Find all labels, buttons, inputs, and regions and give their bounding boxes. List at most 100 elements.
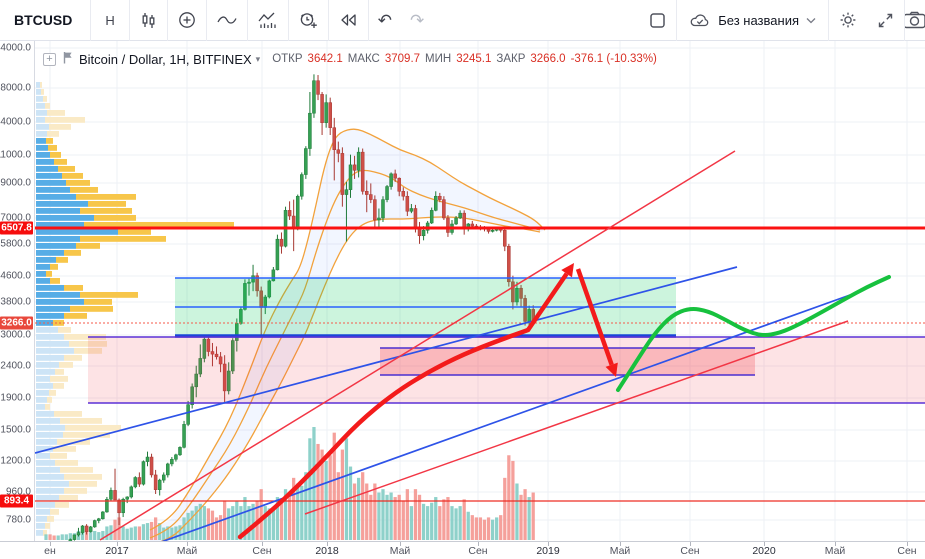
time-axis-label: Май	[176, 545, 198, 557]
open-value: 3642.1	[307, 53, 343, 65]
layout-button[interactable]	[639, 0, 676, 40]
toolbar-separator	[90, 0, 92, 41]
price-axis-label: 5800.0	[0, 238, 31, 250]
toolbar-separator	[246, 0, 248, 41]
fullscreen-button[interactable]	[867, 0, 904, 40]
price-axis-label: 1500.0	[0, 424, 31, 436]
price-axis-label: 1200.0	[0, 455, 31, 467]
price-axis-label: 18000.0	[0, 82, 31, 94]
symbol-button[interactable]: BTCUSD	[14, 12, 73, 28]
create-alert-button[interactable]	[289, 0, 328, 40]
time-axis-label: Сен	[252, 545, 272, 557]
candles-icon	[139, 11, 158, 30]
interval-button[interactable]: H	[105, 12, 115, 28]
cloud-check-icon	[689, 12, 711, 29]
time-axis-tick	[907, 542, 908, 546]
close-label: ЗАКР	[496, 53, 526, 65]
layout-name-label: Без названия	[718, 12, 799, 28]
redo-icon: ↷	[409, 10, 425, 30]
chart-canvas[interactable]	[0, 41, 925, 559]
price-axis-label: 2400.0	[0, 360, 31, 372]
chart-legend: + Bitcoin / Dollar, 1H, BITFINEX ▾ ОТКР …	[43, 51, 657, 67]
time-axis[interactable]: ен 2017 Май Сен 2018 Май Сен 2019 Май Сен 2020 Май С…	[0, 541, 925, 559]
time-axis-tick	[478, 542, 479, 546]
time-axis-tick	[187, 542, 188, 546]
undo-button[interactable]: ↶	[369, 0, 401, 40]
price-axis-label: 11000.0	[0, 149, 31, 161]
time-axis-tick	[400, 542, 401, 546]
price-axis-label: 4600.0	[0, 270, 31, 282]
price-badge: 3266.0	[0, 316, 33, 330]
price-axis-label: 1900.0	[0, 392, 31, 404]
time-axis-tick	[835, 542, 836, 546]
time-axis-label: Май	[824, 545, 846, 557]
time-axis-label: Май	[389, 545, 411, 557]
snapshot-button[interactable]	[905, 0, 925, 40]
flag-icon[interactable]	[62, 51, 73, 67]
compare-button[interactable]	[168, 0, 206, 40]
price-badge: 893.4	[0, 494, 33, 508]
price-axis-label: 780.0	[5, 514, 31, 526]
price-axis-label: 14000.0	[0, 116, 31, 128]
toolbar-separator	[128, 0, 130, 41]
time-axis-label: 2019	[536, 545, 560, 557]
fullscreen-icon	[876, 11, 895, 30]
bar-replay-button[interactable]	[329, 0, 368, 40]
layout-square-icon	[648, 11, 667, 30]
top-toolbar: BTCUSD H	[0, 0, 925, 41]
camera-icon	[905, 10, 925, 30]
low-value: 3245.1	[456, 53, 492, 65]
time-axis-label: Сен	[897, 545, 917, 557]
chevron-down-icon	[806, 17, 816, 24]
line-tools-button[interactable]	[207, 0, 247, 40]
toolbar-separator	[287, 0, 289, 41]
price-axis-label: 3800.0	[0, 296, 31, 308]
toolbar-separator	[327, 0, 329, 41]
time-axis-label: 2020	[752, 545, 776, 557]
time-axis-tick	[690, 542, 691, 546]
time-axis-tick	[50, 542, 51, 546]
indicators-icon	[257, 11, 279, 30]
time-axis-tick	[620, 542, 621, 546]
low-label: МИН	[425, 53, 452, 65]
open-label: ОТКР	[272, 53, 303, 65]
time-axis-label: Сен	[468, 545, 488, 557]
time-axis-tick	[327, 542, 328, 546]
price-axis-label: 3000.0	[0, 329, 31, 341]
time-axis-tick	[548, 542, 549, 546]
change-value: -376.1 (-10.33%)	[570, 53, 657, 65]
high-label: МАКС	[347, 53, 380, 65]
expand-legend-button[interactable]: +	[43, 52, 56, 66]
alarm-clock-plus-icon	[298, 10, 319, 30]
time-axis-tick	[764, 542, 765, 546]
toolbar-separator	[166, 0, 168, 41]
legend-symbol-title[interactable]: Bitcoin / Dollar, 1H, BITFINEX	[79, 51, 252, 67]
toolbar-separator	[367, 0, 369, 41]
toolbar-separator	[828, 0, 829, 41]
time-axis-label: Май	[609, 545, 631, 557]
time-axis-label: 2017	[105, 545, 129, 557]
save-layout-button[interactable]: Без названия	[677, 0, 828, 40]
toolbar-separator	[676, 0, 678, 41]
redo-button[interactable]: ↷	[401, 0, 433, 40]
plus-circle-icon	[177, 10, 197, 30]
close-value: 3266.0	[530, 53, 566, 65]
price-axis-label: 7000.0	[0, 212, 31, 224]
time-axis-label: Сен	[680, 545, 700, 557]
legend-chevron-icon[interactable]: ▾	[255, 53, 261, 64]
price-axis-label: 9000.0	[0, 177, 31, 189]
indicators-button[interactable]	[248, 0, 288, 40]
chart-style-button[interactable]	[130, 0, 167, 40]
price-badge: 6507.8	[0, 221, 33, 235]
rewind-icon	[338, 12, 359, 28]
time-axis-tick	[262, 542, 263, 546]
squiggle-line-icon	[216, 11, 238, 29]
time-axis-label: ен	[44, 545, 56, 557]
settings-button[interactable]	[829, 0, 867, 40]
high-value: 3709.7	[384, 53, 421, 65]
price-axis-label: 24000.0	[0, 42, 31, 54]
gear-icon	[838, 10, 858, 30]
time-axis-tick	[117, 542, 118, 546]
price-axis[interactable]: 24000.0 18000.0 14000.0 11000.0 9000.0 7000.0…	[0, 41, 35, 541]
